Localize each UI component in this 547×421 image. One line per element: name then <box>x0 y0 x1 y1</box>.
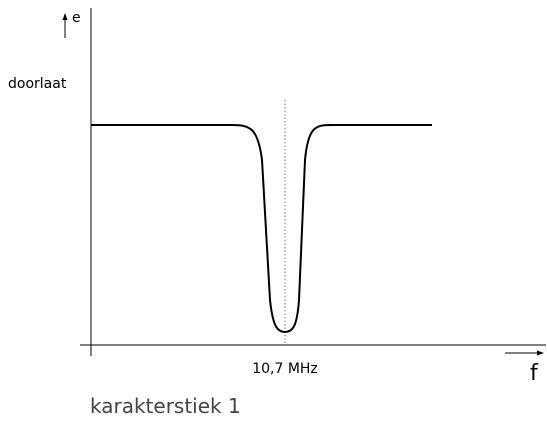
x-axis-label: f <box>530 361 539 386</box>
x-arrowhead <box>537 350 544 356</box>
y-axis-caption: doorlaat <box>8 76 67 92</box>
caption: karakterstiek 1 <box>90 394 241 418</box>
center-frequency-label: 10,7 MHz <box>252 361 318 377</box>
y-axis-label: e <box>72 10 81 26</box>
notch-curve <box>91 124 432 334</box>
y-arrowhead <box>62 13 68 20</box>
